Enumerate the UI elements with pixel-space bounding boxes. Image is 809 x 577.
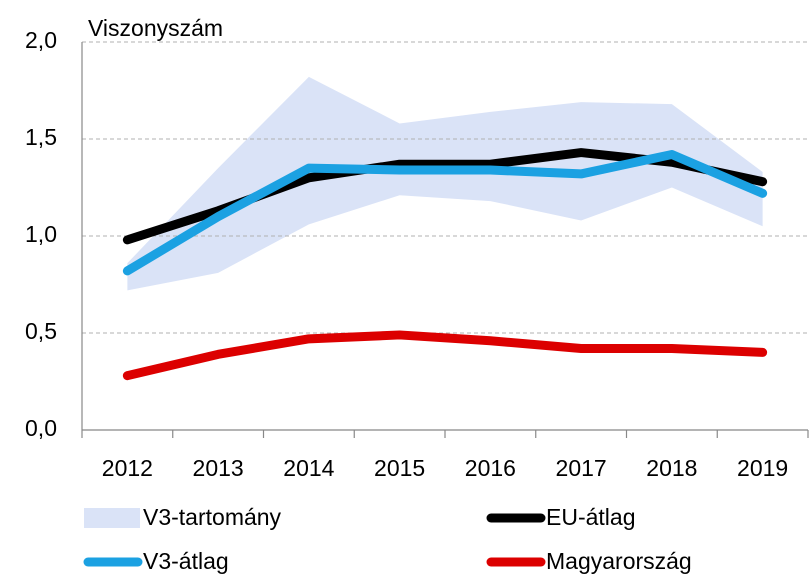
range-band — [127, 76, 763, 291]
x-tick-label: 2019 — [737, 455, 788, 481]
legend-label: V3-átlag — [143, 548, 229, 574]
x-tick-label: 2017 — [556, 455, 607, 481]
series-line — [122, 330, 768, 381]
x-tick-label: 2013 — [193, 455, 244, 481]
legend-label: EU-átlag — [546, 504, 635, 530]
x-tick-label: 2016 — [465, 455, 516, 481]
y-tick-label: 0,5 — [25, 318, 57, 344]
y-tick-label: 1,5 — [25, 124, 57, 150]
y-tick-label: 0,0 — [25, 415, 57, 441]
x-tick-label: 2012 — [102, 455, 153, 481]
y-axis-label: Viszonyszám — [88, 15, 223, 41]
y-tick-label: 1,0 — [25, 221, 57, 247]
x-tick-label: 2015 — [374, 455, 425, 481]
x-tick-label: 2014 — [283, 455, 334, 481]
x-tick-label: 2018 — [646, 455, 697, 481]
legend-swatch — [84, 508, 140, 528]
series-line — [122, 150, 768, 276]
legend-label: Magyarország — [546, 548, 692, 574]
legend-label: V3-tartomány — [143, 504, 282, 530]
y-tick-label: 2,0 — [25, 27, 57, 53]
